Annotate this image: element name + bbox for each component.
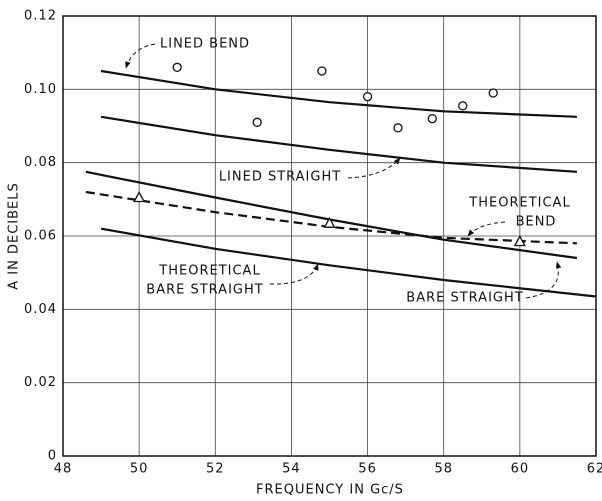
annotation: THEORETICAL <box>468 196 570 211</box>
annotation: LINED STRAIGHT <box>219 170 341 185</box>
data-point <box>393 123 403 133</box>
x-tick-label: 58 <box>434 462 453 477</box>
x-tick-label: 50 <box>130 462 149 477</box>
x-tick-label: 48 <box>54 462 73 477</box>
y-tick-label: 0.04 <box>24 302 57 317</box>
annotation-arrow <box>347 157 401 179</box>
plot-frame <box>62 15 597 457</box>
annotation: BARE STRAIGHT <box>146 283 263 298</box>
x-tick-label: 62 <box>587 462 602 477</box>
data-point <box>323 216 336 228</box>
y-tick-label: 0.02 <box>24 375 57 390</box>
y-tick-label: 0.12 <box>24 9 57 24</box>
y-tick-label: 0.10 <box>24 82 57 97</box>
x-tick-label: 52 <box>206 462 225 477</box>
data-point <box>172 62 182 72</box>
y-tick-label: 0.06 <box>24 229 57 244</box>
data-point <box>513 235 526 247</box>
data-point <box>252 117 262 127</box>
y-tick-label: 0 <box>48 449 57 464</box>
x-tick-label: 60 <box>511 462 530 477</box>
series-line <box>85 170 578 260</box>
data-point <box>362 92 373 102</box>
data-point <box>458 101 468 111</box>
series-line <box>100 227 597 298</box>
x-tick-label: 56 <box>358 462 377 477</box>
y-axis-label: A IN DECIBELS <box>7 182 22 289</box>
annotation-arrow <box>467 221 506 237</box>
x-tick-label: 54 <box>282 462 301 477</box>
y-tick-label: 0.08 <box>24 155 57 170</box>
series-line <box>100 69 578 118</box>
annotation: BARE STRAIGHT <box>406 291 523 306</box>
annotation: LINED BEND <box>160 37 250 52</box>
series-line <box>100 115 578 173</box>
annotation-arrow <box>125 43 156 69</box>
x-axis-label: FREQUENCY IN Gc/S <box>256 483 404 498</box>
annotation-arrow <box>269 263 319 285</box>
data-point <box>133 191 146 203</box>
annotation: BEND <box>516 215 557 230</box>
data-point <box>427 114 437 124</box>
annotation: THEORETICAL <box>158 264 260 279</box>
data-point <box>488 88 498 98</box>
annotation-arrow <box>525 261 562 299</box>
data-point <box>317 66 327 76</box>
